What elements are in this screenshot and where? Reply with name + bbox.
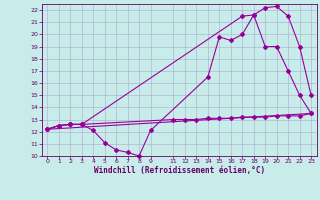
X-axis label: Windchill (Refroidissement éolien,°C): Windchill (Refroidissement éolien,°C)	[94, 166, 265, 175]
